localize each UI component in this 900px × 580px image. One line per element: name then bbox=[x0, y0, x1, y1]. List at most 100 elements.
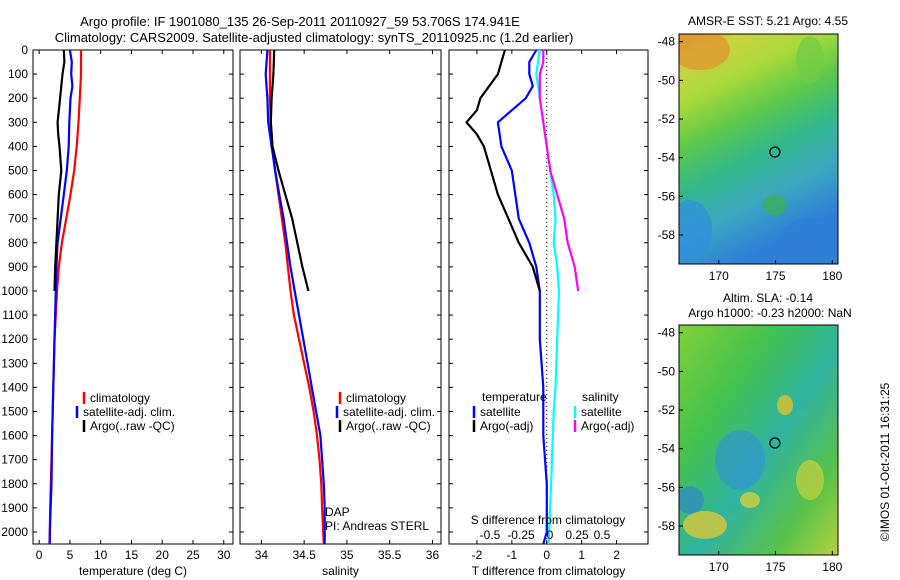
salinity-legend: climatology satellite-adj. clim. Argo(..… bbox=[335, 391, 435, 433]
sst-map-frame bbox=[678, 33, 839, 265]
map-y-tick-label: -54 bbox=[658, 151, 676, 165]
sla-map-axes: 170 175 180 -48 -50 -52 -54 -56 -58 bbox=[658, 326, 843, 574]
legend-title-salinity: salinity bbox=[582, 390, 619, 404]
legend-label-temp-argo: Argo(-adj) bbox=[480, 419, 533, 433]
depth-tick-label: 100 bbox=[8, 67, 28, 81]
x-tick-label: 1 bbox=[578, 548, 585, 562]
temperature-plot-area bbox=[32, 49, 234, 545]
x-tick-label: 2 bbox=[613, 548, 620, 562]
depth-tick-label: 1700 bbox=[1, 453, 28, 467]
legend-label-satellite: satellite-adj. clim. bbox=[343, 405, 435, 419]
figure-title-line1: Argo profile: IF 1901080_135 26-Sep-2011… bbox=[80, 14, 520, 29]
series-line-argo-raw-qc bbox=[269, 49, 310, 292]
depth-tick-label: 500 bbox=[8, 163, 28, 177]
temperature-chart: 0 5 10 15 20 25 30 temperature (deg C) bbox=[36, 49, 231, 578]
map-y-tick-label: -48 bbox=[658, 326, 676, 340]
depth-tick-label: 600 bbox=[8, 188, 28, 202]
x-tick-label: 35 bbox=[340, 548, 354, 562]
map-y-tick-label: -56 bbox=[658, 189, 676, 203]
depth-tick-label: 800 bbox=[8, 236, 28, 250]
depth-tick-label: 700 bbox=[8, 212, 28, 226]
depth-tick-label: 400 bbox=[8, 139, 28, 153]
depth-tick-label: 1600 bbox=[1, 429, 28, 443]
figure-title-line2: Climatology: CARS2009. Satellite-adjuste… bbox=[55, 30, 574, 45]
x-tick-label: 36 bbox=[426, 548, 440, 562]
x-axis-label: T difference from climatology bbox=[472, 564, 626, 578]
series-line-argo-adj bbox=[538, 50, 580, 292]
sla-map-title-line2: Argo h1000: -0.23 h2000: NaN bbox=[688, 306, 851, 320]
depth-tick-label: 300 bbox=[8, 115, 28, 129]
depth-tick-label: 1100 bbox=[2, 308, 28, 322]
x-tick-label: -1 bbox=[507, 548, 518, 562]
x-tick-label: 10 bbox=[94, 548, 108, 562]
depth-tick-label: 1500 bbox=[1, 404, 28, 418]
legend-label-sal-argo: Argo(-adj) bbox=[581, 419, 634, 433]
salinity-plot-area bbox=[239, 49, 442, 545]
depth-tick-label: 1300 bbox=[1, 356, 28, 370]
map-y-tick-label: -54 bbox=[658, 442, 676, 456]
secondary-xtick-label: -0.25 bbox=[507, 528, 535, 542]
argo-profile-marker bbox=[769, 146, 781, 158]
sla-map bbox=[679, 325, 838, 555]
pi-annotation: PI: Andreas STERL bbox=[325, 519, 429, 533]
x-tick-label: -2 bbox=[472, 548, 483, 562]
temperature-legend: climatology satellite-adj. clim. Argo(..… bbox=[75, 391, 175, 433]
map-x-tick-label: 180 bbox=[822, 560, 842, 574]
legend-label-argo: Argo(..raw -QC) bbox=[90, 419, 175, 433]
series-line-satellite-adj-clim bbox=[264, 49, 326, 544]
high-patch bbox=[740, 492, 760, 508]
secondary-xtick-label: 0.25 bbox=[565, 528, 589, 542]
cool-patch bbox=[679, 200, 712, 260]
x-tick-label: 34 bbox=[255, 548, 269, 562]
map-y-tick-label: -48 bbox=[658, 35, 676, 49]
map-x-tick-label: 170 bbox=[709, 269, 729, 283]
low-patch bbox=[679, 486, 704, 514]
legend-label-temp-satellite: satellite bbox=[480, 405, 521, 419]
green-patch bbox=[796, 36, 824, 84]
map-x-tick-label: 175 bbox=[766, 269, 786, 283]
low-patch bbox=[715, 430, 765, 490]
secondary-xtick-label: 0 bbox=[547, 528, 554, 542]
cool-patch bbox=[780, 218, 838, 262]
sst-map bbox=[679, 34, 838, 264]
x-tick-label: 35.5 bbox=[378, 548, 402, 562]
map-y-tick-label: -52 bbox=[658, 403, 676, 417]
x-axis-label: salinity bbox=[322, 564, 359, 578]
difference-chart: -2 -1 0 1 2 T difference from climatology bbox=[465, 49, 626, 578]
green-patch bbox=[763, 195, 787, 215]
sst-map-axes: 170 175 180 -48 -50 -52 -54 -56 -58 bbox=[658, 35, 843, 283]
depth-tick-label: 1900 bbox=[1, 501, 28, 515]
difference-plot-area bbox=[448, 49, 649, 545]
footer-stamp: ©IMOS 01-Oct-2011 16:31:25 bbox=[878, 382, 892, 541]
legend-label-climatology: climatology bbox=[346, 391, 406, 405]
map-y-tick-label: -50 bbox=[658, 364, 676, 378]
secondary-xlabel: S difference from climatology bbox=[471, 513, 626, 527]
salinity-chart: 34 34.5 35 35.5 36 salinity bbox=[255, 49, 440, 578]
depth-tick-label: 200 bbox=[8, 91, 28, 105]
x-tick-label: 5 bbox=[67, 548, 74, 562]
series-line-argo-adj bbox=[465, 49, 541, 292]
sst-map-title: AMSR-E SST: 5.21 Argo: 4.55 bbox=[688, 14, 848, 28]
high-patch bbox=[796, 460, 824, 500]
high-patch bbox=[683, 511, 727, 539]
map-x-tick-label: 175 bbox=[766, 560, 786, 574]
difference-legend: temperature salinity satellite Argo(-adj… bbox=[472, 390, 634, 433]
sla-map-title-line1: Altim. SLA: -0.14 bbox=[723, 291, 813, 305]
warm-patch bbox=[679, 34, 730, 70]
series-line-satellite bbox=[496, 49, 548, 545]
argo-profile-marker bbox=[769, 437, 781, 449]
depth-tick-label: 1000 bbox=[1, 284, 28, 298]
depth-tick-label: 2000 bbox=[1, 525, 28, 539]
x-tick-label: 25 bbox=[186, 548, 200, 562]
map-y-tick-label: -52 bbox=[658, 112, 676, 126]
legend-label-climatology: climatology bbox=[90, 391, 150, 405]
depth-tick-label: 1400 bbox=[1, 380, 28, 394]
secondary-xticks: -0.5 -0.25 0 0.25 0.5 bbox=[480, 528, 611, 542]
high-patch bbox=[777, 395, 793, 415]
depth-tick-label: 900 bbox=[8, 260, 28, 274]
x-tick-label: 20 bbox=[156, 548, 170, 562]
map-y-tick-label: -58 bbox=[658, 228, 676, 242]
map-y-tick-label: -56 bbox=[658, 480, 676, 494]
map-y-tick-label: -50 bbox=[658, 73, 676, 87]
